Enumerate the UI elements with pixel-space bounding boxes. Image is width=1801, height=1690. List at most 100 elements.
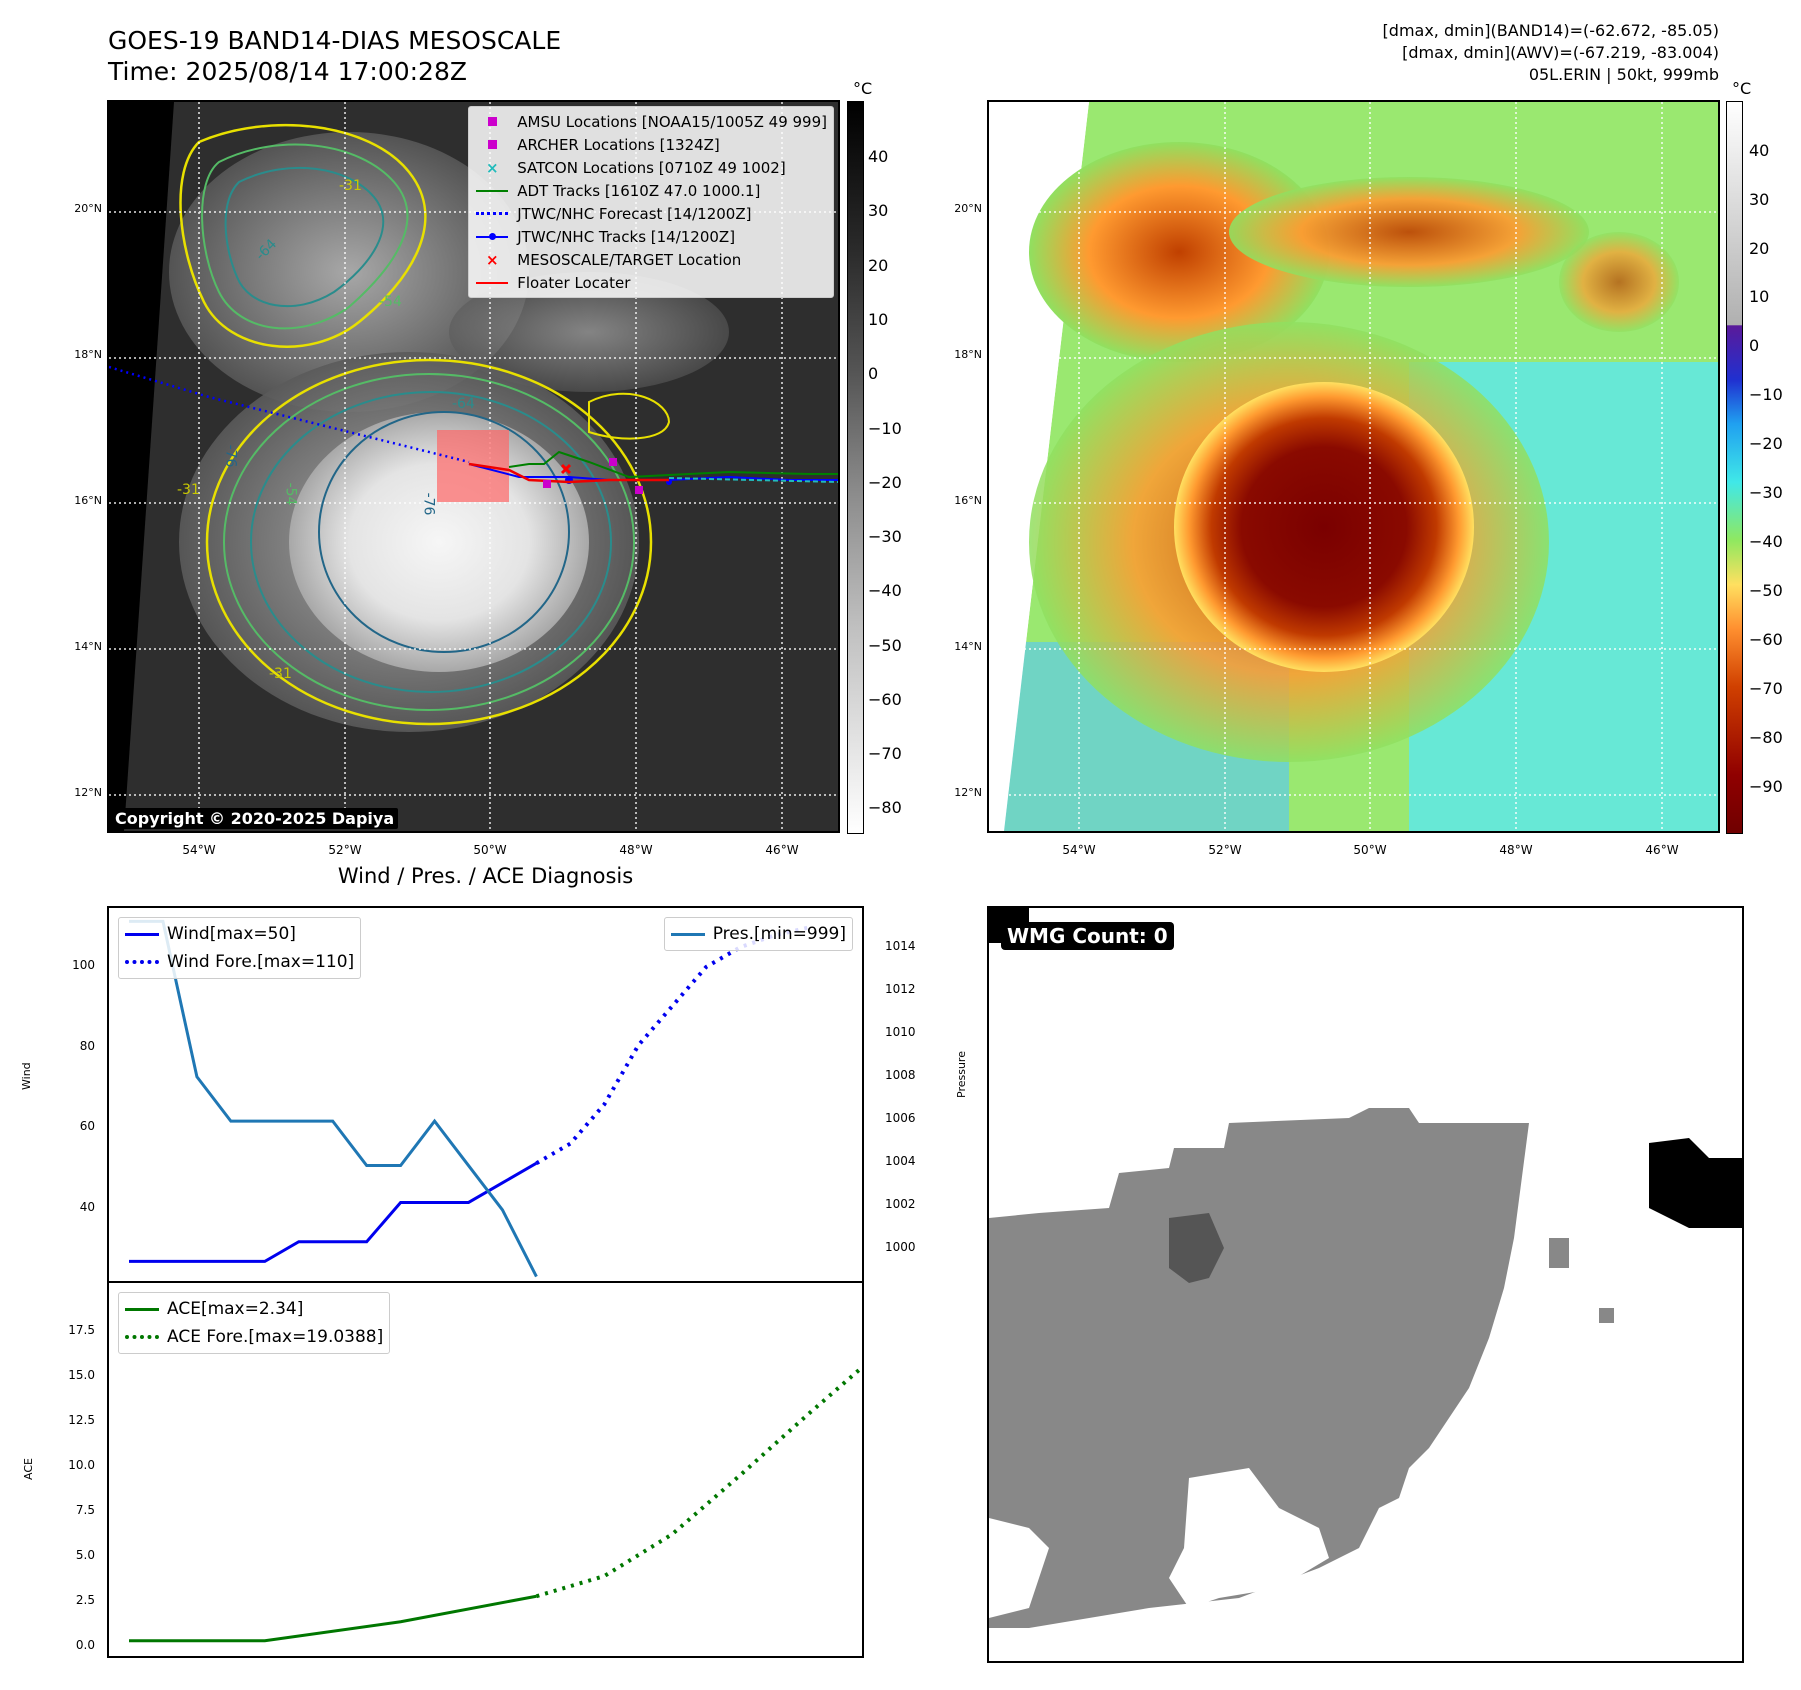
ace-tick: 15.0 <box>68 1368 95 1382</box>
right-lat-tick: 14°N <box>954 640 982 653</box>
wind-legend: Wind[max=50] Wind Fore.[max=110] <box>118 917 362 979</box>
map-legend: AMSU Locations [NOAA15/1005Z 49 999] ARC… <box>468 106 834 298</box>
left-lon-tick: 48°W <box>619 843 653 857</box>
colorbar-tick: 10 <box>1749 287 1770 306</box>
wind-tick: 80 <box>79 1039 95 1053</box>
wind-tick: 40 <box>79 1200 95 1214</box>
copyright-label: Copyright © 2020-2025 Dapiya <box>111 808 399 829</box>
right-lon-tick: 46°W <box>1645 843 1679 857</box>
ace-tick: 0.0 <box>75 1638 95 1652</box>
legend-item-floater: Floater Locater <box>475 271 827 294</box>
legend-item-wind-fore: Wind Fore.[max=110] <box>125 948 354 976</box>
pressure-ticks: 1014 1012 1010 1008 1006 1004 1002 1000 <box>885 906 935 1283</box>
right-lat-tick: 20°N <box>954 202 982 215</box>
ace-tick: 17.5 <box>68 1323 95 1337</box>
left-lat-tick: 20°N <box>74 202 102 215</box>
colorbar-tick: −70 <box>1749 679 1783 698</box>
colorbar-tick: 0 <box>1749 336 1760 355</box>
legend-item-adt: ADT Tracks [1610Z 47.0 1000.1] <box>475 179 827 202</box>
right-lat-tick: 18°N <box>954 348 982 361</box>
pressure-series-line <box>129 919 538 1278</box>
colorbar-tick: −20 <box>1749 434 1783 453</box>
right-lat-tick: 12°N <box>954 786 982 799</box>
left-lat-tick: 14°N <box>74 640 102 653</box>
colorbar-tick: 40 <box>868 147 889 166</box>
ace-tick: 5.0 <box>75 1548 95 1562</box>
legend-item-target: × MESOSCALE/TARGET Location <box>485 250 742 269</box>
colorbar-tick: 30 <box>868 201 889 220</box>
pressure-tick: 1010 <box>885 1025 916 1039</box>
ace-tick: 7.5 <box>75 1503 95 1517</box>
colorbar-tick: −30 <box>868 527 902 546</box>
wind-tick: 60 <box>79 1119 95 1133</box>
ace-plot <box>129 1277 979 1643</box>
legend-item-satcon: × SATCON Locations [0710Z 49 1002] <box>485 158 786 177</box>
wind-pressure-panel: Wind[max=50] Wind Fore.[max=110] Pres.[m… <box>107 906 864 1283</box>
wmg-mask-image <box>989 908 1742 1628</box>
wmg-panel: WMG Count: 0 <box>987 906 1744 1663</box>
legend-item-forecast: JTWC/NHC Forecast [14/1200Z] <box>475 202 827 225</box>
left-lon-tick: 46°W <box>765 843 799 857</box>
left-colorbar-unit: °C <box>853 79 873 98</box>
wmg-count-badge: WMG Count: 0 <box>1001 922 1174 950</box>
colorbar-tick: −60 <box>868 690 902 709</box>
ace-tick: 10.0 <box>68 1458 95 1472</box>
stats-storm: 05L.ERIN | 50kt, 999mb <box>1528 65 1719 84</box>
colorbar-tick: −70 <box>868 744 902 763</box>
pressure-legend: Pres.[min=999] <box>663 917 853 951</box>
pressure-tick: 1014 <box>885 939 916 953</box>
right-colorbar <box>1726 101 1743 834</box>
pressure-tick: 1000 <box>885 1240 916 1254</box>
ace-series-line <box>129 1594 537 1643</box>
ir-map-panel: AMSU Locations [NOAA15/1005Z 49 999] ARC… <box>107 100 840 833</box>
legend-item-ace: ACE[max=2.34] <box>125 1295 383 1323</box>
colorbar-tick: 20 <box>868 256 889 275</box>
legend-item-pressure: Pres.[min=999] <box>670 920 846 948</box>
ace-legend: ACE[max=2.34] ACE Fore.[max=19.0388] <box>118 1292 391 1354</box>
wind-axis-label: Wind <box>20 1062 33 1090</box>
ir-map-image <box>109 102 838 831</box>
colorbar-tick: −90 <box>1749 777 1783 796</box>
colorbar-tick: 20 <box>1749 239 1770 258</box>
pressure-tick: 1006 <box>885 1111 916 1125</box>
wind-forecast-series-line <box>535 925 809 1165</box>
colorbar-tick: 10 <box>868 310 889 329</box>
figure-title-line2: Time: 2025/08/14 17:00:28Z <box>108 57 467 86</box>
ace-axis-label: ACE <box>22 1458 35 1480</box>
right-colorbar-unit: °C <box>1732 79 1752 98</box>
legend-item-tracks: JTWC/NHC Tracks [14/1200Z] <box>475 225 827 248</box>
colorbar-tick: 0 <box>868 364 879 383</box>
stats-band14: [dmax, dmin](BAND14)=(-62.672, -85.05) <box>1382 21 1719 40</box>
right-lon-tick: 54°W <box>1062 843 1096 857</box>
colorbar-tick: 40 <box>1749 141 1770 160</box>
left-lat-tick: 12°N <box>74 786 102 799</box>
left-lat-tick: 16°N <box>74 494 102 507</box>
legend-item-wind: Wind[max=50] <box>125 920 354 948</box>
left-lon-tick: 50°W <box>473 843 507 857</box>
ace-tick: 12.5 <box>68 1413 95 1427</box>
left-colorbar-ticks: 40 30 20 10 0 −10 −20 −30 −40 −50 −60 −7… <box>868 101 918 832</box>
figure-title-line1: GOES-19 BAND14-DIAS MESOSCALE <box>108 26 562 55</box>
diagnosis-title: Wind / Pres. / ACE Diagnosis <box>337 864 634 888</box>
left-lon-tick: 52°W <box>328 843 362 857</box>
colorbar-tick: −50 <box>868 636 902 655</box>
colorbar-tick: −10 <box>868 419 902 438</box>
colorbar-tick: −40 <box>868 581 902 600</box>
left-lat-tick: 18°N <box>74 348 102 361</box>
right-colorbar-ticks: 40 30 20 10 0 −10 −20 −30 −40 −50 −60 −7… <box>1749 101 1799 832</box>
pressure-tick: 1002 <box>885 1197 916 1211</box>
legend-item-amsu: AMSU Locations [NOAA15/1005Z 49 999] <box>475 110 827 133</box>
colorbar-tick: −60 <box>1749 630 1783 649</box>
ace-tick: 2.5 <box>75 1593 95 1607</box>
enhanced-map-image <box>989 102 1718 831</box>
left-colorbar <box>847 101 864 834</box>
colorbar-tick: 30 <box>1749 190 1770 209</box>
colorbar-tick: −80 <box>868 798 902 817</box>
wind-tick: 100 <box>72 958 95 972</box>
colorbar-tick: −50 <box>1749 581 1783 600</box>
pressure-tick: 1008 <box>885 1068 916 1082</box>
right-lon-tick: 48°W <box>1499 843 1533 857</box>
wind-series-line <box>129 1161 538 1263</box>
pressure-tick: 1012 <box>885 982 916 996</box>
enhanced-map-panel <box>987 100 1720 833</box>
